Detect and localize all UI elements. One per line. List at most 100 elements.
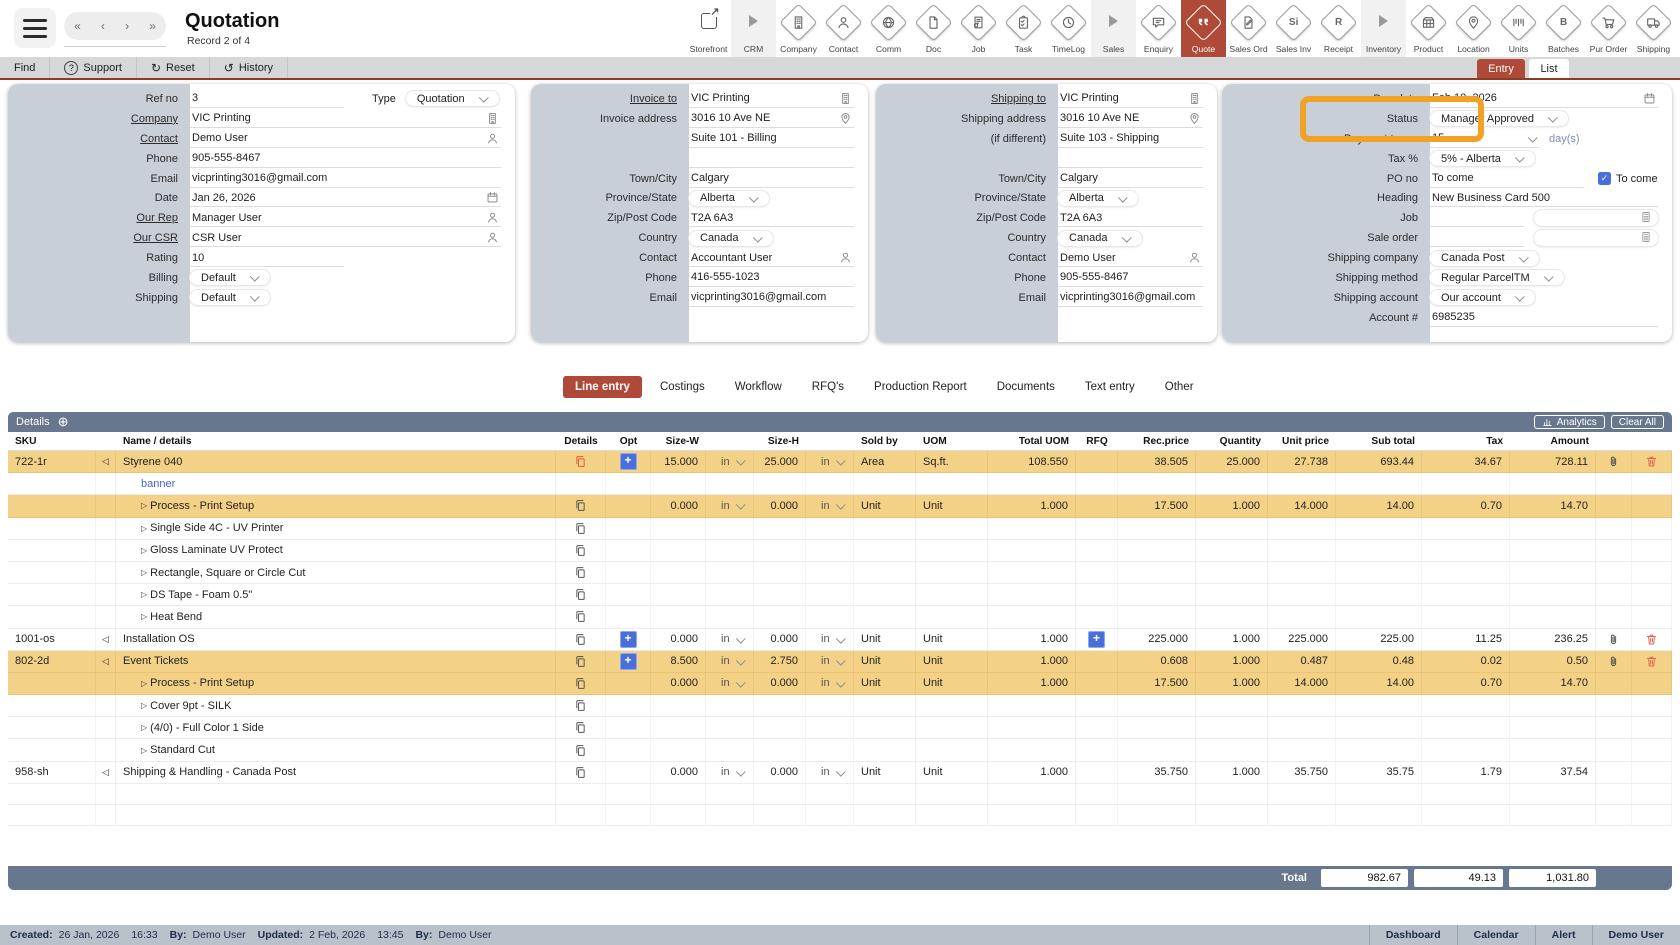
table-row[interactable]: ▷ Rectangle, Square or Circle Cut <box>8 561 1672 585</box>
cell-rec[interactable]: 17.500 <box>1118 495 1196 517</box>
cell-tuom[interactable]: 1.000 <box>988 495 1076 517</box>
po-no-input[interactable]: To come <box>1430 170 1584 188</box>
cell-sku[interactable] <box>8 517 96 539</box>
date-input[interactable]: Jan 26, 2026 <box>190 189 501 208</box>
expand-icon[interactable]: ▷ <box>141 745 148 755</box>
calendar-icon[interactable] <box>1643 92 1656 105</box>
item-name[interactable]: DS Tape - Foam 0.5" <box>150 588 253 601</box>
phone-input[interactable]: 905-555-8467 <box>190 150 501 168</box>
item-name[interactable]: Shipping & Handling - Canada Post <box>123 766 297 779</box>
to-come-checkbox[interactable]: ✓ <box>1598 172 1611 185</box>
tab-costings[interactable]: Costings <box>659 381 705 393</box>
cell-amt[interactable]: 236.25 <box>1510 628 1596 650</box>
unit-select[interactable]: in <box>813 766 846 778</box>
phone-input[interactable]: 905-555-8467 <box>1058 269 1203 287</box>
shipping-to-input[interactable]: VIC Printing <box>1058 90 1203 108</box>
cell-qty[interactable]: 1.000 <box>1196 495 1268 517</box>
nav-last-button[interactable]: » <box>149 19 156 33</box>
-if-different--input[interactable]: Suite 103 - Shipping <box>1058 130 1203 148</box>
table-row[interactable]: ▷ Process - Print Setup 0.000 in 0.000 in Unit… <box>8 672 1672 696</box>
cell-szh[interactable]: 2.750 <box>754 650 806 672</box>
module-shipping[interactable]: Shipping <box>1631 0 1676 57</box>
details-copy-icon[interactable] <box>574 588 587 601</box>
details-copy-icon[interactable] <box>574 499 587 512</box>
module-timelog[interactable]: TimeLog <box>1046 0 1091 57</box>
item-name[interactable]: Cover 9pt - SILK <box>150 699 232 712</box>
cell-sku[interactable]: 802-2d <box>8 650 96 672</box>
expand-icon[interactable]: ▷ <box>141 545 148 555</box>
module-doc[interactable]: Doc <box>911 0 956 57</box>
cell-sku[interactable] <box>8 584 96 606</box>
person-icon[interactable] <box>486 231 499 244</box>
module-storefront[interactable]: ↗ Storefront <box>686 0 731 57</box>
email-input[interactable]: vicprinting3016@gmail.com <box>689 289 854 307</box>
shipping-company-select[interactable]: Canada Post <box>1430 250 1539 266</box>
cell-sold[interactable]: Unit <box>854 495 916 517</box>
cell-sold[interactable]: Area <box>854 451 916 473</box>
cell-sold[interactable]: Unit <box>854 761 916 783</box>
toolbar-history-button[interactable]: ↺ History <box>210 57 289 78</box>
details-copy-icon[interactable] <box>574 522 587 535</box>
sale-order-input[interactable] <box>1430 229 1524 248</box>
table-row[interactable]: 802-2d ◁ Event Tickets +8.500 in 2.750 in Unit U… <box>8 650 1672 673</box>
cell-sold[interactable]: Unit <box>854 672 916 695</box>
payment-terms-input[interactable]: 15 <box>1430 130 1539 148</box>
table-row[interactable]: ▷ Gloss Laminate UV Protect <box>8 539 1672 562</box>
cell-uom[interactable]: Unit <box>916 650 988 672</box>
cell-uom[interactable]: Sq.ft. <box>916 451 988 473</box>
cell-uom[interactable]: Unit <box>916 672 988 695</box>
nav-first-button[interactable]: « <box>74 19 81 33</box>
unit-select[interactable]: in <box>813 633 846 645</box>
cell-rec[interactable]: 0.608 <box>1118 650 1196 672</box>
cell-rec[interactable]: 35.750 <box>1118 761 1196 783</box>
our-csr-input[interactable]: CSR User <box>190 229 501 248</box>
ref-no-input[interactable]: 3 <box>190 90 344 108</box>
table-row[interactable]: ▷ Standard Cut <box>8 739 1672 762</box>
province-state-select[interactable]: Alberta <box>1058 190 1138 206</box>
paperclip-icon[interactable] <box>1607 655 1620 668</box>
our-rep-input[interactable]: Manager User <box>190 209 501 228</box>
unit-select[interactable]: in <box>713 500 746 512</box>
view-tab-entry[interactable]: Entry <box>1477 59 1525 78</box>
building-icon[interactable] <box>839 92 852 105</box>
shipping-account-select[interactable]: Our account <box>1430 290 1535 306</box>
item-name[interactable]: Single Side 4C - UV Printer <box>150 522 284 535</box>
tab-workflow[interactable]: Workflow <box>734 381 782 393</box>
module-units[interactable]: Units <box>1496 0 1541 57</box>
hamburger-menu-icon[interactable] <box>14 8 56 48</box>
calc-icon[interactable] <box>1640 211 1652 226</box>
module-task[interactable]: Task <box>1001 0 1046 57</box>
cell-sub[interactable]: 693.44 <box>1336 451 1422 473</box>
toolbar-find-button[interactable]: Find <box>0 57 51 78</box>
cell-szw[interactable]: 0.000 <box>651 761 706 783</box>
unit-select[interactable]: in <box>813 500 846 512</box>
item-name[interactable]: banner <box>141 477 176 490</box>
cell-sku[interactable] <box>8 473 96 495</box>
company-input[interactable]: VIC Printing <box>190 110 501 128</box>
expand-icon[interactable]: ▷ <box>141 523 148 533</box>
cell-tuom[interactable]: 1.000 <box>988 650 1076 672</box>
details-copy-icon[interactable] <box>574 544 587 557</box>
cell-tuom[interactable]: 1.000 <box>988 761 1076 783</box>
details-copy-icon[interactable] <box>574 566 587 579</box>
shipping-method-select[interactable]: Regular ParcelTM <box>1430 270 1564 286</box>
nav-prev-button[interactable]: ‹ <box>100 19 105 33</box>
country-select[interactable]: Canada <box>1058 230 1142 246</box>
add-line-icon[interactable]: ⊕ <box>57 414 69 429</box>
nav-next-button[interactable]: › <box>125 19 130 33</box>
unit-select[interactable]: in <box>713 633 746 645</box>
rating-input[interactable]: 10 <box>190 249 344 268</box>
item-name[interactable]: (4/0) - Full Color 1 Side <box>150 721 264 734</box>
details-copy-icon[interactable] <box>574 721 587 734</box>
expand-icon[interactable]: ▷ <box>141 678 148 688</box>
item-name[interactable]: Heat Bend <box>150 610 203 623</box>
rfq-button[interactable]: + <box>1088 630 1105 648</box>
item-name[interactable]: Styrene 040 <box>123 455 183 468</box>
footer-link-dashboard[interactable]: Dashboard <box>1368 925 1457 945</box>
add-option-button[interactable]: + <box>619 652 637 670</box>
person-icon[interactable] <box>839 251 852 264</box>
cell-tax[interactable]: 11.25 <box>1422 628 1510 650</box>
cell-sub[interactable]: 0.48 <box>1336 650 1422 672</box>
expand-icon[interactable]: ▷ <box>141 701 148 711</box>
details-copy-icon[interactable] <box>574 766 587 779</box>
